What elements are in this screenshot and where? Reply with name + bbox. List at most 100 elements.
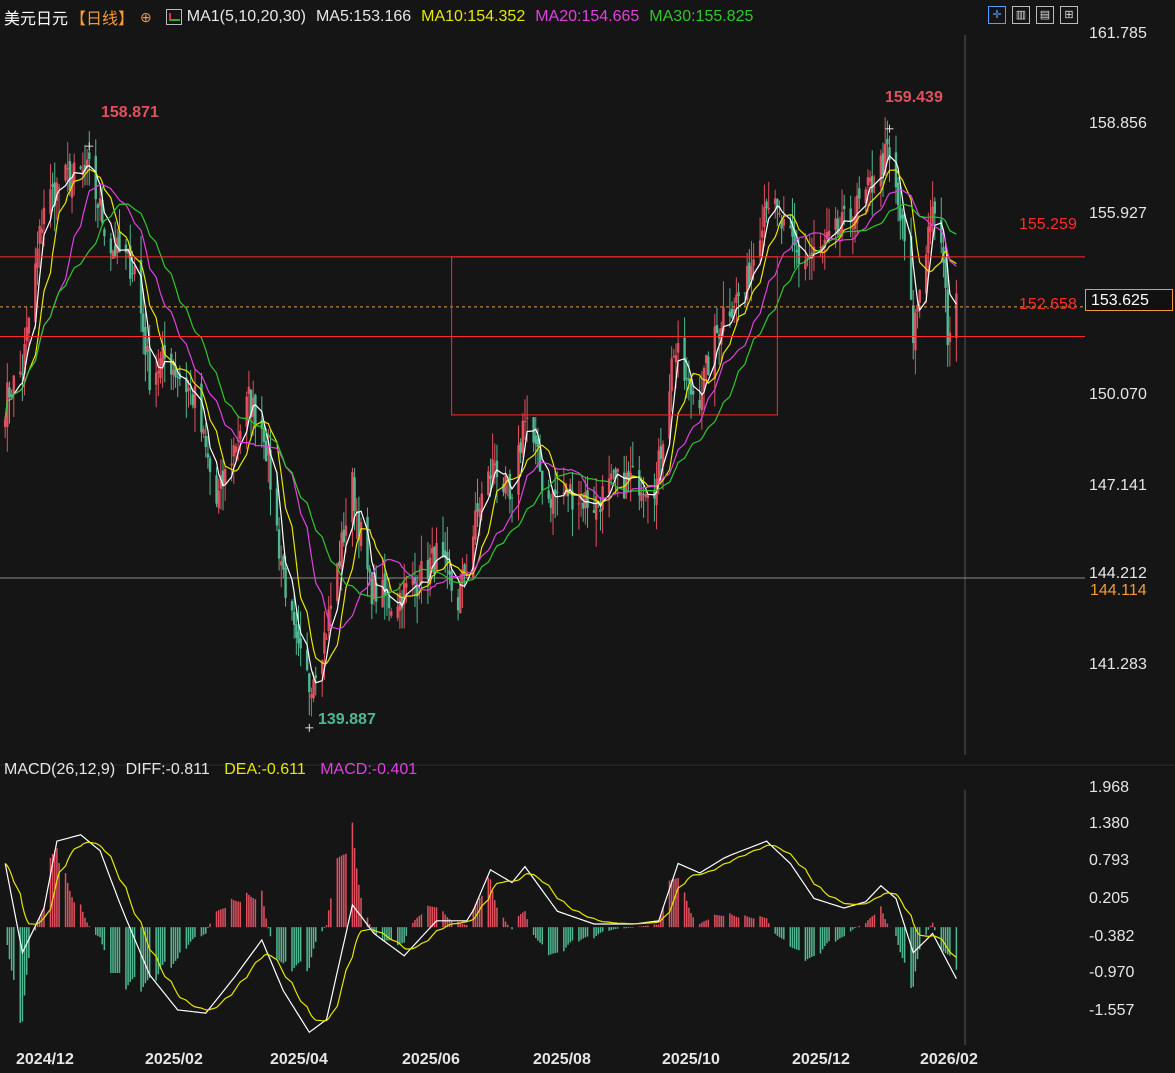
candle-body [161, 346, 164, 366]
candle-body [914, 312, 917, 351]
candle-body [534, 435, 537, 445]
candle-body [206, 453, 210, 458]
candle-body [946, 289, 949, 346]
candle-body [448, 570, 451, 575]
candle-body [372, 576, 376, 600]
candle-body [405, 583, 408, 588]
candle-body [873, 186, 876, 188]
ma-group-label[interactable]: MA1(5,10,20,30) [186, 8, 306, 25]
macd-tick: 0.793 [1089, 852, 1130, 869]
candle-body [57, 187, 61, 189]
candle-body [924, 254, 928, 294]
candle-body [556, 491, 559, 493]
expand-icon[interactable]: ⊞ [1060, 6, 1078, 24]
candle-body [506, 480, 509, 483]
candle-body [504, 475, 507, 494]
layout-icon[interactable]: ▥ [1012, 6, 1030, 24]
candle-body [415, 584, 419, 597]
candle-body [640, 492, 643, 502]
indicator-settings-icon[interactable] [165, 9, 182, 25]
candle-body [25, 327, 28, 341]
candle-body [659, 446, 663, 459]
candle-body [428, 557, 432, 585]
price-tick: 150.070 [1089, 386, 1147, 403]
ma5-line [4, 154, 957, 684]
candle-body [431, 548, 434, 554]
ma10-value: MA10:154.352 [421, 8, 526, 25]
candle-body [929, 224, 932, 232]
candle-body [562, 492, 566, 495]
candle-body [538, 449, 542, 472]
candle-body [607, 478, 611, 494]
candle-body [200, 383, 203, 433]
candle-body [221, 470, 225, 487]
candle-body [519, 442, 522, 453]
candle-body [351, 472, 354, 523]
candle-body [879, 155, 883, 187]
macd-tick: -0.970 [1089, 964, 1135, 981]
candle-body [510, 497, 514, 499]
candle-body [34, 263, 37, 323]
candle-body [773, 198, 777, 205]
candle-body [170, 353, 173, 375]
candle-body [305, 649, 309, 671]
candle-body [385, 592, 389, 594]
candle-body [767, 207, 770, 210]
candle-body [713, 326, 716, 380]
chart-type-icon[interactable]: ▤ [1036, 6, 1054, 24]
candle-body [661, 444, 665, 467]
candle-body [644, 493, 647, 497]
candle-body [823, 239, 826, 248]
candle-body [247, 386, 251, 394]
crosshair-icon[interactable]: ✛ [988, 6, 1006, 24]
candle-body [342, 529, 345, 543]
macd-title[interactable]: MACD(26,12,9) [4, 761, 116, 778]
candle-body [838, 230, 842, 237]
candle-body [495, 460, 499, 478]
candle-body [806, 256, 809, 261]
candle-body [98, 198, 102, 206]
candles-group [3, 117, 958, 717]
candle-body [735, 294, 738, 303]
symbol-name[interactable]: 美元日元 [4, 11, 69, 28]
candle-body [223, 468, 227, 484]
candle-body [750, 265, 753, 281]
price-tick: 147.141 [1089, 477, 1147, 494]
candle-body [83, 164, 87, 172]
candle-body [36, 248, 39, 268]
candle-body [657, 450, 660, 485]
candle-body [569, 484, 572, 494]
candle-body [592, 510, 596, 513]
candle-body [594, 496, 598, 520]
candle-body [144, 326, 147, 355]
candle-body [689, 379, 693, 395]
candle-body [547, 490, 550, 499]
candle-body [631, 465, 635, 467]
ma30-value: MA30:155.825 [649, 8, 754, 25]
low-label: 139.887 [318, 711, 376, 728]
candle-body [577, 503, 581, 505]
period-label[interactable]: 【日线】 [70, 11, 135, 28]
candle-body [899, 207, 902, 221]
add-indicator-icon[interactable]: ⊕ [140, 8, 152, 25]
candle-body [541, 470, 544, 491]
price-tick: 155.927 [1089, 205, 1147, 222]
candle-body [396, 606, 399, 618]
candle-body [871, 176, 874, 193]
candle-body [64, 164, 67, 181]
candle-body [19, 371, 22, 375]
candle-body [480, 493, 484, 513]
candle-body [269, 449, 272, 490]
candle-body [491, 459, 494, 486]
candle-body [916, 304, 919, 313]
x-axis-label: 2025/04 [270, 1051, 328, 1068]
x-axis-label: 2025/06 [402, 1051, 460, 1068]
candle-body [948, 332, 952, 343]
candle-body [931, 206, 934, 225]
candle-body [254, 394, 257, 427]
candle-body [858, 188, 861, 199]
candle-body [129, 245, 132, 279]
candle-body [277, 529, 281, 559]
